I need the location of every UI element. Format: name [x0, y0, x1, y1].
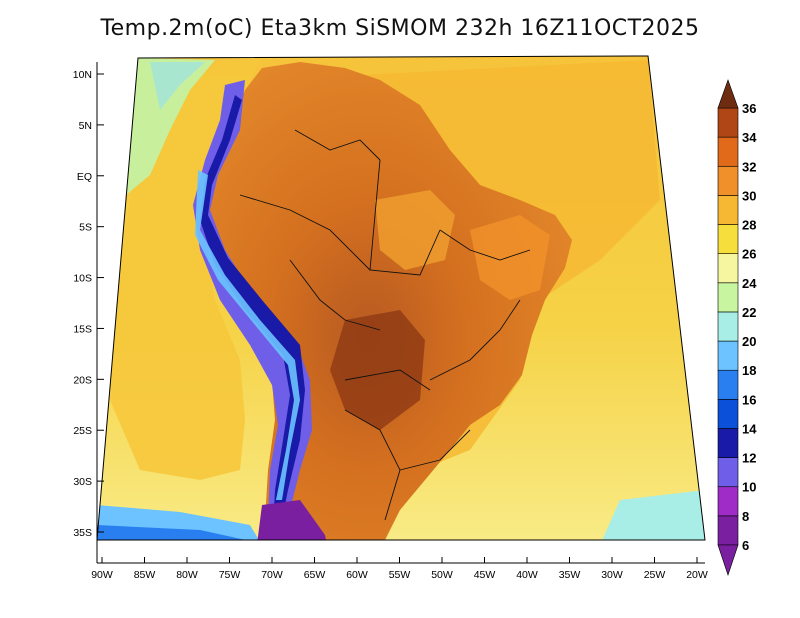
lon-tick-label: 90W	[91, 569, 113, 581]
colorbar-label: 8	[742, 509, 749, 524]
colorbar-label: 36	[742, 101, 756, 116]
lon-tick-label: 45W	[474, 569, 496, 581]
lon-tick-label: 75W	[219, 569, 241, 581]
colorbar-segment	[717, 195, 739, 225]
lat-tick-label: 20S	[73, 374, 92, 386]
colorbar-segment	[717, 369, 739, 400]
colorbar-max-arrow	[717, 79, 739, 109]
longitude-axis: 90W 85W 80W 75W 70W 65W 60W 55W 50W 45W 40W 35W 30W 2…	[91, 557, 708, 581]
colorbar-label: 22	[742, 305, 756, 320]
map-title: Temp.2m(oC) Eta3km SiSMOM 232h 16Z11OCT2…	[100, 16, 700, 41]
lon-tick-label: 60W	[346, 569, 368, 581]
colorbar-label: 32	[742, 159, 756, 174]
lat-tick-label: 35S	[73, 527, 92, 539]
colorbar-label: 28	[742, 218, 756, 233]
lon-tick-label: 85W	[134, 569, 156, 581]
colorbar-segment	[717, 253, 739, 284]
lat-tick-label: 30S	[73, 476, 92, 488]
southern-cool-band-2	[97, 525, 255, 540]
lon-tick-label: 40W	[516, 569, 538, 581]
colorbar-segment	[717, 136, 739, 167]
colorbar-label: 10	[742, 480, 756, 495]
latitude-axis: 10N 5N EQ 5S 10S 15S 20S 25S 30S 35S	[73, 69, 104, 539]
lat-tick-label: 5N	[79, 120, 92, 132]
atlantic-cool-band	[600, 490, 705, 540]
colorbar-segment	[717, 107, 739, 138]
colorbar-label: 34	[742, 130, 757, 145]
colorbar-label: 26	[742, 247, 756, 262]
lon-tick-label: 20W	[686, 569, 708, 581]
colorbar-segment	[717, 311, 739, 342]
lat-tick-label: 10N	[73, 69, 92, 81]
colorbar-segment	[717, 340, 739, 371]
lat-tick-label: 10S	[73, 273, 92, 285]
pacific-cool-zone	[110, 58, 215, 200]
colorbar-label: 18	[742, 363, 756, 378]
map-frame	[96, 55, 706, 541]
map-domain	[97, 56, 705, 540]
colorbar-segment	[717, 457, 739, 488]
colorbar-label: 14	[742, 421, 757, 436]
colorbar-label: 30	[742, 188, 756, 203]
colorbar-segment	[717, 399, 739, 429]
colorbar-segment	[717, 515, 739, 546]
lat-tick-label: 15S	[73, 323, 92, 335]
hot-core	[330, 310, 425, 430]
lon-tick-label: 30W	[601, 569, 623, 581]
colorbar-segment	[717, 224, 739, 254]
lon-tick-label: 80W	[176, 569, 198, 581]
patagonia-cold	[255, 500, 330, 540]
colorbar-label: 20	[742, 334, 756, 349]
northeast-patch	[470, 215, 550, 300]
colorbar-segment	[717, 282, 739, 313]
lon-tick-label: 55W	[389, 569, 411, 581]
colorbar-min-arrow	[717, 544, 739, 576]
pacific-cool-zone-2	[150, 62, 205, 110]
colorbar-label: 12	[742, 451, 756, 466]
lon-tick-label: 35W	[559, 569, 581, 581]
lat-tick-label: 5S	[79, 222, 92, 234]
colorbar-label: 24	[742, 276, 757, 291]
lat-tick-label: 25S	[73, 425, 92, 437]
lon-tick-label: 65W	[304, 569, 326, 581]
colorbar-segment	[717, 428, 739, 458]
lon-tick-label: 70W	[261, 569, 283, 581]
country-borders	[239, 129, 531, 521]
colorbar-segment	[717, 486, 739, 517]
lon-tick-label: 25W	[644, 569, 666, 581]
lon-tick-label: 50W	[431, 569, 453, 581]
colorbar-label: 6	[742, 538, 749, 553]
colorbar-segment	[717, 165, 739, 196]
colorbar-label: 16	[742, 392, 756, 407]
lat-tick-label: EQ	[77, 171, 92, 183]
colorbar: 36 34 32 30 28 26 24 22 20 18 16 14 12 10 8 6	[717, 79, 757, 576]
amazon-patch	[375, 190, 455, 270]
